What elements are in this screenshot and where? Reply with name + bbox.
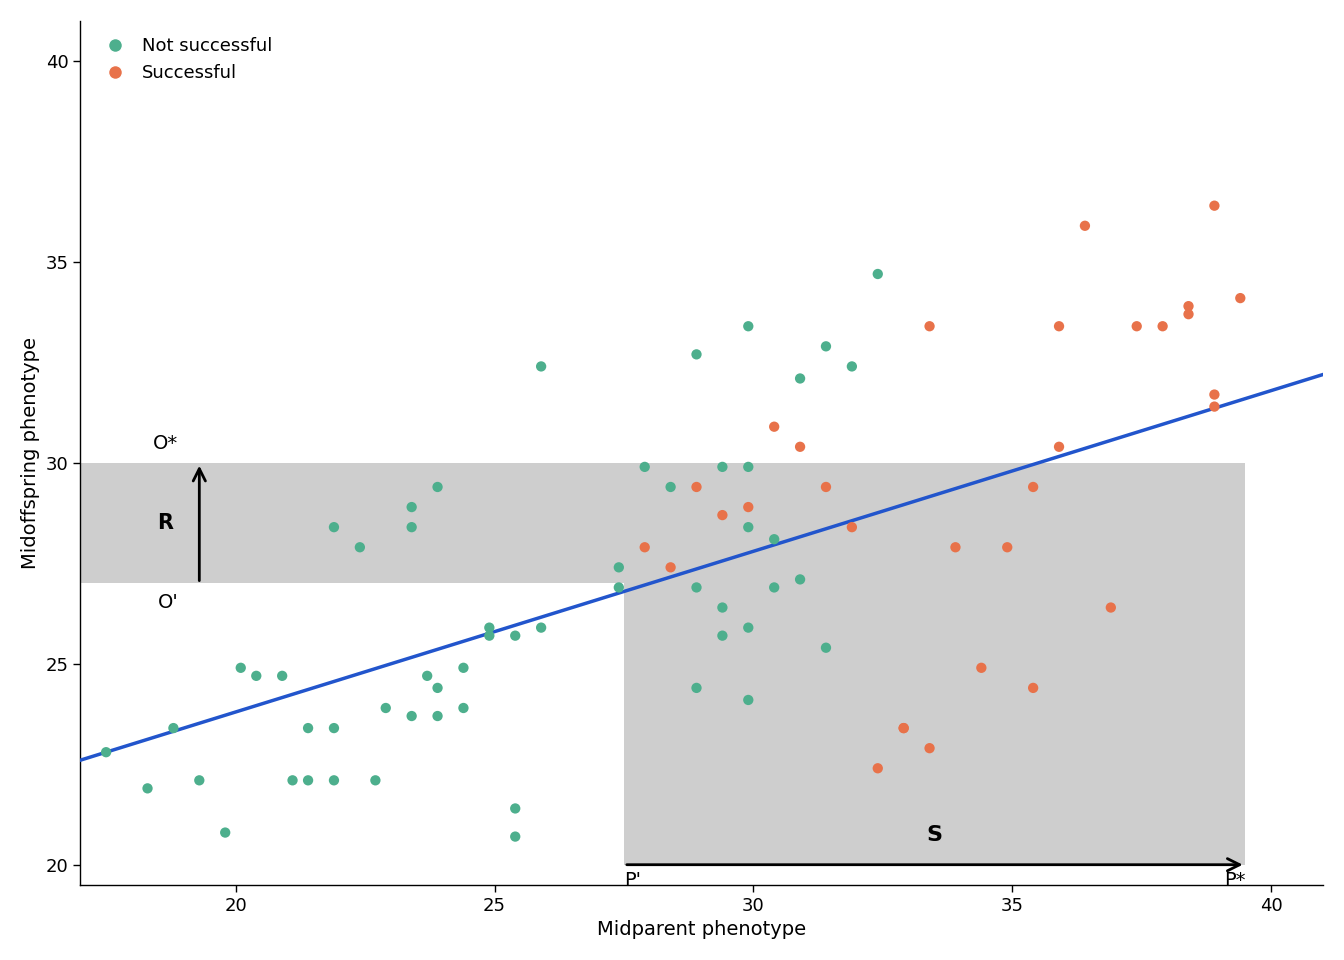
Point [634,540,656,555]
Point [427,681,449,696]
Point [763,532,785,547]
Point [1204,198,1226,213]
Point [892,720,914,735]
Point [738,692,759,708]
Y-axis label: Midoffspring phenotype: Midoffspring phenotype [22,337,40,569]
Point [1152,319,1173,334]
Point [163,720,184,735]
Point [1101,600,1122,615]
Point [607,560,629,575]
Point [1048,439,1070,454]
X-axis label: Midparent phenotype: Midparent phenotype [597,921,806,939]
Point [738,620,759,636]
Point [453,700,474,715]
Point [711,600,732,615]
Point [738,459,759,474]
Point [531,359,552,374]
Point [970,660,992,676]
Point [188,773,210,788]
Point [816,479,837,494]
Point [763,419,785,434]
Point [789,439,810,454]
Point [504,828,526,844]
Point [427,708,449,724]
Point [738,319,759,334]
Point [323,519,344,535]
Point [1177,299,1199,314]
Point [1204,387,1226,402]
Point [634,459,656,474]
Point [892,720,914,735]
Text: O': O' [157,593,179,612]
Point [711,628,732,643]
Point [816,640,837,656]
Point [504,628,526,643]
Point [137,780,159,796]
Point [789,371,810,386]
Point [478,628,500,643]
Point [867,266,888,281]
Point [841,519,863,535]
Point [816,339,837,354]
Point [685,681,707,696]
Point [1023,479,1044,494]
Text: O*: O* [153,434,179,453]
Point [1204,399,1226,415]
Point [215,825,237,840]
Point [1126,319,1148,334]
Bar [81,463,624,584]
Point [1230,291,1251,306]
Text: P*: P* [1224,871,1246,890]
Point [996,540,1017,555]
Point [364,773,386,788]
Point [711,508,732,523]
Point [95,745,117,760]
Point [417,668,438,684]
Point [349,540,371,555]
Point [297,773,319,788]
Point [1023,681,1044,696]
Point [660,479,681,494]
Legend: Not successful, Successful: Not successful, Successful [89,30,280,89]
Text: P': P' [624,871,641,890]
Point [685,479,707,494]
Point [919,740,941,756]
Point [246,668,267,684]
Point [230,660,251,676]
Text: S: S [927,825,942,845]
Text: R: R [157,514,173,533]
Point [919,319,941,334]
Point [867,760,888,776]
Point [427,479,449,494]
Point [711,459,732,474]
Point [607,580,629,595]
Point [1048,319,1070,334]
Point [685,347,707,362]
Point [478,620,500,636]
Point [401,708,422,724]
Point [323,720,344,735]
Point [738,519,759,535]
Point [660,560,681,575]
Point [401,499,422,515]
Point [323,773,344,788]
Point [789,572,810,588]
Point [453,660,474,676]
Point [531,620,552,636]
Point [1074,218,1095,233]
Point [1177,306,1199,322]
Point [375,700,396,715]
Point [685,580,707,595]
Point [504,801,526,816]
Point [945,540,966,555]
Point [738,499,759,515]
Point [297,720,319,735]
Point [841,359,863,374]
Point [282,773,304,788]
Point [401,519,422,535]
Point [763,580,785,595]
Point [271,668,293,684]
Bar [624,463,1246,865]
